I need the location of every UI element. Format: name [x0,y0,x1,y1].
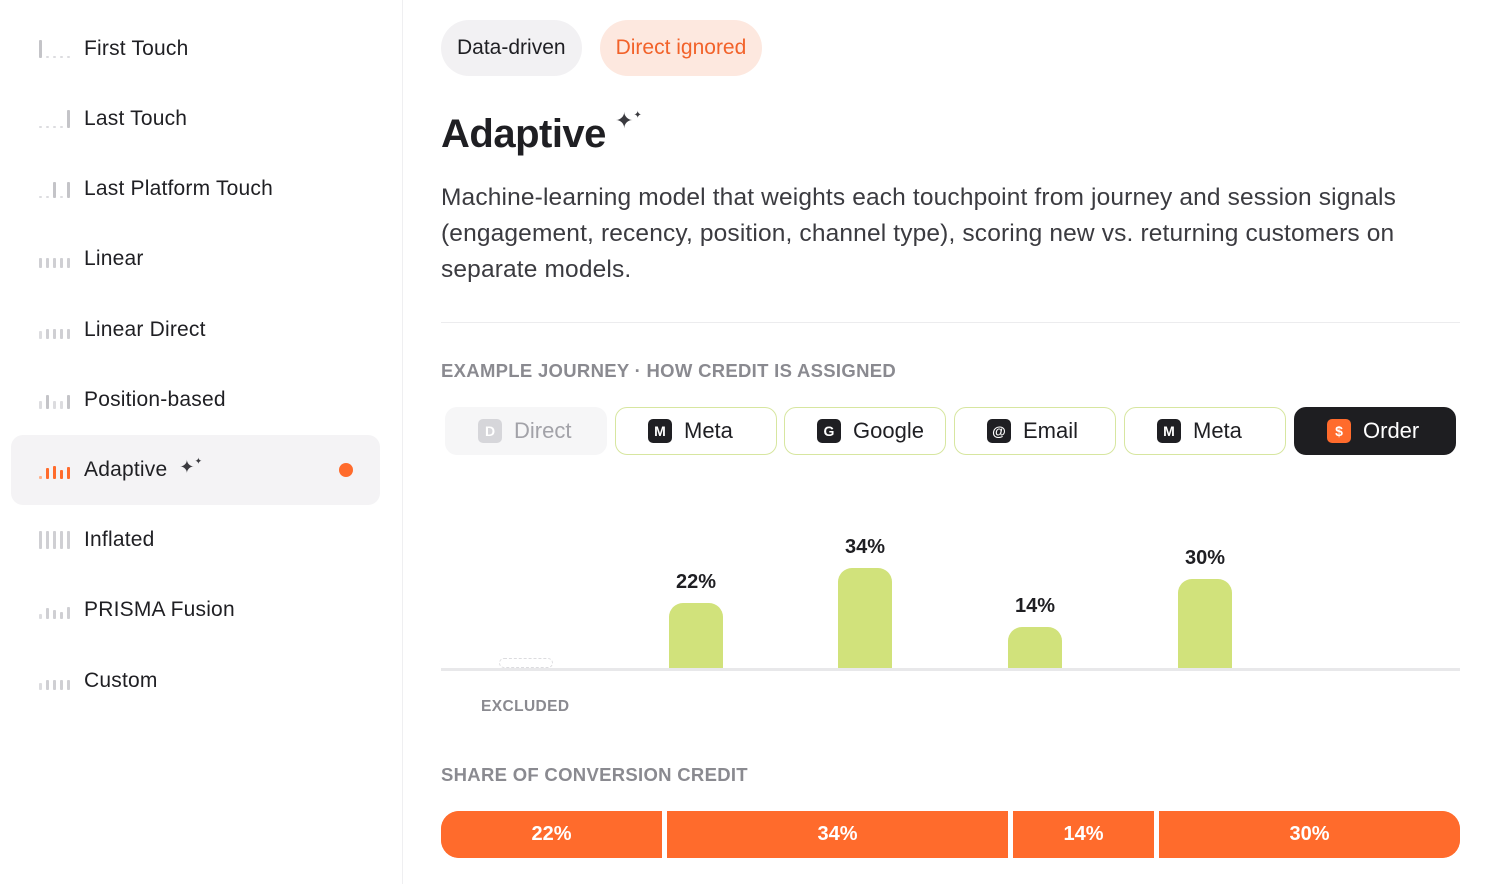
divider [441,322,1460,323]
sparkle-icon: ✦✦ [615,108,642,133]
share-segment-2: 34% [667,811,1008,858]
share-segment-gap [1008,811,1013,858]
credit-bar-3 [838,568,892,668]
sidebar-item-label: First Touch [84,37,189,60]
bars-fusion-icon [39,607,70,619]
page-title: Adaptive [441,112,606,156]
bars-linear-icon [39,258,70,268]
share-segment-1: 22% [441,811,662,858]
credit-bar-label-2: 22% [675,571,717,593]
share-segment-4: 30% [1159,811,1460,858]
journey-step-direct[interactable]: D Direct [445,407,607,455]
sidebar-item-linear-direct[interactable]: Linear Direct [11,295,380,365]
meta-badge-icon: M [1157,419,1181,443]
sidebar-item-label: Inflated [84,528,155,551]
sidebar-item-last-touch[interactable]: Last Touch [11,84,380,154]
bars-first-icon [39,40,70,58]
sidebar-item-linear[interactable]: Linear [11,224,380,294]
sidebar-item-custom[interactable]: Custom [11,646,380,716]
excluded-label: EXCLUDED [481,698,570,715]
google-badge-icon: G [817,419,841,443]
sidebar-item-label: Adaptive ✦✦ [84,456,203,481]
model-description: Machine-learning model that weights each… [441,184,1397,283]
journey-step-email[interactable]: @ Email [954,407,1116,455]
active-indicator-dot [339,463,353,477]
share-segment-3: 14% [1013,811,1154,858]
share-section-label: SHARE OF CONVERSION CREDIT [441,764,748,785]
sidebar-item-label: Position-based [84,388,226,411]
meta-badge-icon: M [648,419,672,443]
conversion-credit-share-bar: 22% 34% 14% 30% [441,811,1460,858]
journey-step-label: Email [1023,418,1079,443]
email-badge-icon: @ [987,419,1011,443]
credit-bar-2 [669,603,723,668]
journey-step-meta-2[interactable]: M Meta [1124,407,1286,455]
credit-bar-5 [1178,579,1232,668]
model-tags: Data-driven Direct ignored [441,20,763,76]
bars-adaptive-icon [39,466,70,479]
bars-inflated-icon [39,531,70,549]
journey-step-meta[interactable]: M Meta [615,407,777,455]
sidebar-item-label: Custom [84,669,158,692]
share-segment-gap [1154,811,1159,858]
tag-direct-ignored: Direct ignored [599,20,763,76]
sidebar-item-position-based[interactable]: Position-based [11,365,380,435]
direct-badge-icon: D [478,419,502,443]
journey-step-label: Meta [1193,418,1242,443]
journey-section-label: EXAMPLE JOURNEY · HOW CREDIT IS ASSIGNED [441,360,897,381]
journey-step-label: Order [1363,418,1420,443]
journey-step-label: Direct [514,418,572,443]
credit-bar-1 [499,658,553,668]
bars-last-platform-icon [39,182,70,198]
journey-steps: D Direct M Meta G Google @ Email M Meta … [445,407,1460,455]
attribution-model-sidebar: First Touch Last Touch Last Platform Tou… [0,0,403,884]
sidebar-item-label: Last Touch [84,107,188,130]
chart-baseline [441,668,1460,671]
journey-step-label: Meta [684,418,733,443]
sidebar-item-first-touch[interactable]: First Touch [11,14,380,84]
journey-step-order[interactable]: $ Order [1294,407,1456,455]
tag-data-driven: Data-driven [441,20,582,76]
sidebar-item-inflated[interactable]: Inflated [11,505,380,575]
bars-custom-icon [39,680,70,690]
bars-position-icon [39,395,70,409]
sidebar-item-adaptive[interactable]: Adaptive ✦✦ [11,435,380,505]
credit-bar-label-5: 30% [1184,547,1226,569]
journey-step-google[interactable]: G Google [784,407,946,455]
credit-bar-label-3: 34% [844,536,886,558]
journey-step-label: Google [853,418,924,443]
sidebar-item-label: PRISMA Fusion [84,598,235,621]
credit-bar-label-4: 14% [1014,595,1056,617]
sidebar-item-label: Linear Direct [84,318,206,341]
sidebar-item-prisma-fusion[interactable]: PRISMA Fusion [11,575,380,645]
dollar-badge-icon: $ [1327,419,1351,443]
share-segment-gap [662,811,667,858]
credit-bar-chart: EXCLUDED 22% 34% 14% 30% [441,470,1460,730]
sidebar-item-label: Last Platform Touch [84,177,274,200]
sidebar-item-last-platform-touch[interactable]: Last Platform Touch [11,154,380,224]
bars-linear-direct-icon [39,329,70,339]
sidebar-item-label: Linear [84,247,144,270]
sparkle-icon: ✦✦ [179,456,203,477]
bars-last-icon [39,110,70,128]
credit-bar-4 [1008,627,1062,668]
